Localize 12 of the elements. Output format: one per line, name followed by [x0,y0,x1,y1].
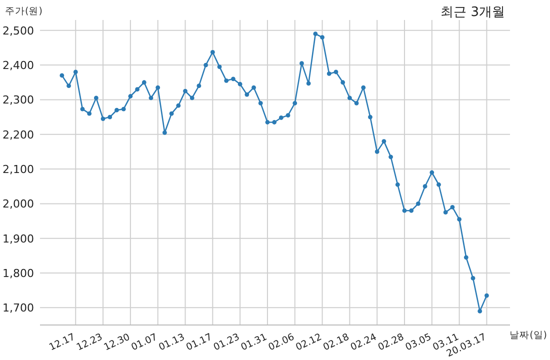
y-tick-label: 2,400 [2,59,34,72]
y-tick-label: 2,000 [2,198,34,211]
y-axis-title: 주가(원) [5,6,42,17]
y-tick-label: 1,900 [2,232,34,246]
x-axis-title: 날짜(일) [510,330,547,341]
y-tick-label: 2,300 [2,94,34,107]
chart-title: 최근 3개월 [440,5,505,20]
y-tick-label: 2,500 [2,24,34,38]
y-tick-label: 1,800 [2,267,34,280]
y-tick-label: 1,700 [2,302,34,315]
y-tick-label: 2,100 [2,163,34,176]
y-tick-label: 2,200 [2,128,34,142]
